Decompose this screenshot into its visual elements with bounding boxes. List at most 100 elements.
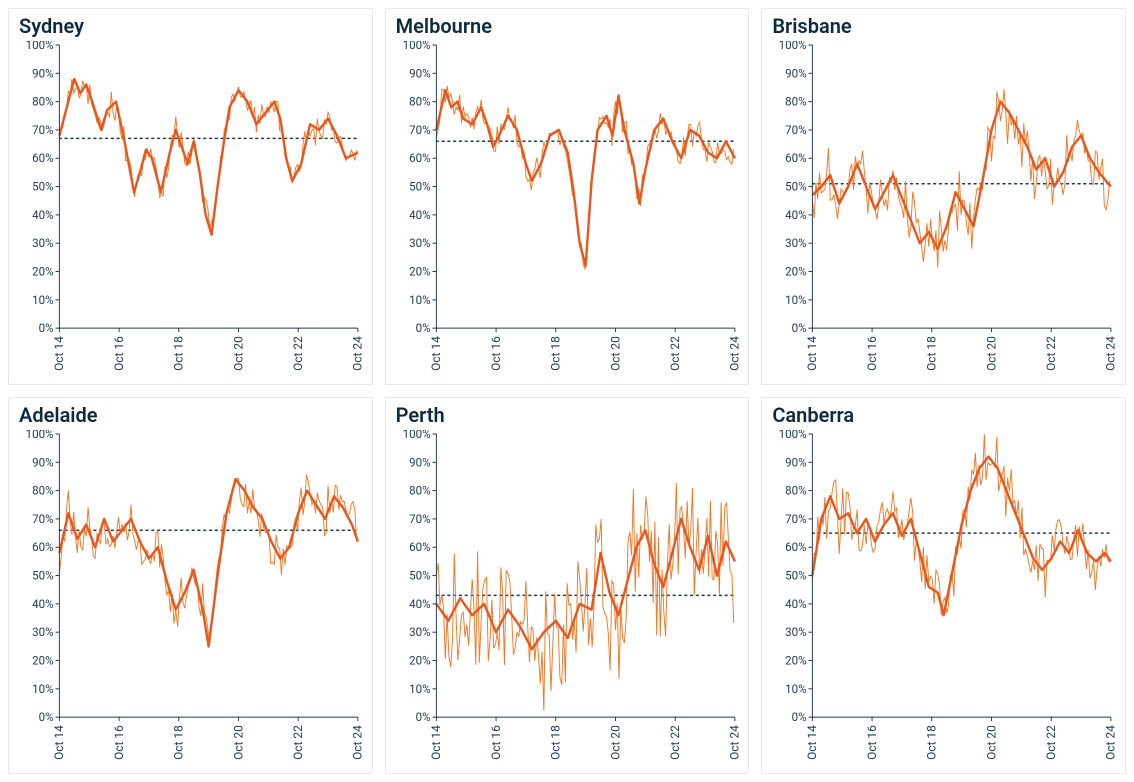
svg-text:70%: 70% xyxy=(32,512,54,526)
svg-text:40%: 40% xyxy=(785,208,807,222)
chart-melbourne: 0%10%20%30%40%50%60%70%80%90%100%Oct 14O… xyxy=(394,41,741,380)
svg-text:Oct 24: Oct 24 xyxy=(728,336,741,371)
svg-text:20%: 20% xyxy=(409,653,431,667)
svg-text:Oct 14: Oct 14 xyxy=(806,725,820,760)
svg-text:70%: 70% xyxy=(785,123,807,137)
chart-canberra: 0% 10% 20% 30% 40% 50% 60% 70% 80% 90% 100% Oct 14 O… xyxy=(770,430,1117,769)
svg-text:100%: 100% xyxy=(779,430,807,441)
panel-canberra: Canberra0%10%20%30%40%50%60%70%80%90%100… xyxy=(761,397,1126,774)
chart-svg: 0% 10% 20% 30% 40% 50% 60% 70% 80% 90% 100% Oct 14 O… xyxy=(394,430,741,769)
svg-text:Oct 22: Oct 22 xyxy=(291,725,305,760)
svg-text:Oct 20: Oct 20 xyxy=(608,725,622,760)
svg-text:40%: 40% xyxy=(409,208,431,222)
svg-text:Oct 20: Oct 20 xyxy=(985,336,999,371)
svg-text:Oct 24: Oct 24 xyxy=(1104,336,1117,371)
svg-text:90%: 90% xyxy=(409,66,431,80)
svg-text:80%: 80% xyxy=(409,483,431,497)
svg-text:Oct 24: Oct 24 xyxy=(728,725,741,760)
chart-grid: Sydney0%10%20%30%40%50%60%70%80%90%100%O… xyxy=(8,8,1126,774)
panel-brisbane: Brisbane0%10%20%30%40%50%60%70%80%90%100… xyxy=(761,8,1126,385)
svg-text:100%: 100% xyxy=(779,41,807,52)
svg-text:80%: 80% xyxy=(409,94,431,108)
svg-text:40%: 40% xyxy=(32,597,54,611)
svg-text:80%: 80% xyxy=(785,483,807,497)
svg-text:Oct 14: Oct 14 xyxy=(429,725,443,760)
svg-text:90%: 90% xyxy=(409,455,431,469)
svg-text:80%: 80% xyxy=(785,94,807,108)
svg-text:0%: 0% xyxy=(39,321,54,335)
svg-text:Oct 16: Oct 16 xyxy=(112,725,126,760)
svg-text:20%: 20% xyxy=(785,653,807,667)
chart-svg: 0% 10% 20% 30% 40% 50% 60% 70% 80% 90% 100% Oct 14 O… xyxy=(770,430,1117,769)
svg-text:60%: 60% xyxy=(409,540,431,554)
chart-svg: 0%10%20%30%40%50%60%70%80%90%100%Oct 14O… xyxy=(17,41,364,380)
panel-adelaide: Adelaide0%10%20%30%40%50%60%70%80%90%100… xyxy=(8,397,373,774)
panel-melbourne: Melbourne0%10%20%30%40%50%60%70%80%90%10… xyxy=(385,8,750,385)
svg-text:Oct 14: Oct 14 xyxy=(429,336,443,371)
svg-text:Oct 18: Oct 18 xyxy=(925,725,939,760)
panel-sydney: Sydney0%10%20%30%40%50%60%70%80%90%100%O… xyxy=(8,8,373,385)
panel-title: Melbourne xyxy=(396,15,741,37)
svg-text:50%: 50% xyxy=(785,179,807,193)
svg-text:70%: 70% xyxy=(785,512,807,526)
svg-text:Oct 16: Oct 16 xyxy=(112,336,126,371)
svg-text:70%: 70% xyxy=(32,123,54,137)
svg-text:Oct 20: Oct 20 xyxy=(232,725,246,760)
svg-text:50%: 50% xyxy=(409,179,431,193)
svg-text:30%: 30% xyxy=(409,236,431,250)
panel-title: Perth xyxy=(396,404,741,426)
svg-text:60%: 60% xyxy=(32,540,54,554)
svg-text:Oct 18: Oct 18 xyxy=(548,725,562,760)
svg-text:90%: 90% xyxy=(32,66,54,80)
panel-perth: Perth 0% 10% 20% 30% 40% 50% 60% 70% 80% 90% 100% Oc… xyxy=(385,397,750,774)
svg-text:50%: 50% xyxy=(32,179,54,193)
svg-text:70%: 70% xyxy=(409,512,431,526)
svg-text:30%: 30% xyxy=(32,236,54,250)
svg-text:40%: 40% xyxy=(409,597,431,611)
svg-text:Oct 14: Oct 14 xyxy=(52,725,66,760)
svg-text:50%: 50% xyxy=(409,568,431,582)
svg-text:50%: 50% xyxy=(32,568,54,582)
svg-text:Oct 18: Oct 18 xyxy=(172,725,186,760)
svg-text:30%: 30% xyxy=(409,625,431,639)
svg-text:10%: 10% xyxy=(785,682,807,696)
panel-title: Brisbane xyxy=(772,15,1117,37)
svg-text:40%: 40% xyxy=(32,208,54,222)
svg-text:100%: 100% xyxy=(402,430,430,441)
svg-text:Oct 22: Oct 22 xyxy=(668,336,682,371)
svg-text:30%: 30% xyxy=(32,625,54,639)
svg-text:10%: 10% xyxy=(785,293,807,307)
svg-text:90%: 90% xyxy=(785,455,807,469)
svg-text:Oct 22: Oct 22 xyxy=(668,725,682,760)
svg-text:Oct 20: Oct 20 xyxy=(608,336,622,371)
svg-text:20%: 20% xyxy=(409,264,431,278)
chart-brisbane: 0%10%20%30%40%50%60%70%80%90%100%Oct 14O… xyxy=(770,41,1117,380)
chart-sydney: 0%10%20%30%40%50%60%70%80%90%100%Oct 14O… xyxy=(17,41,364,380)
svg-text:40%: 40% xyxy=(785,597,807,611)
panel-title: Adelaide xyxy=(19,404,364,426)
svg-text:20%: 20% xyxy=(785,264,807,278)
svg-text:Oct 22: Oct 22 xyxy=(1045,725,1059,760)
svg-text:90%: 90% xyxy=(785,66,807,80)
svg-text:90%: 90% xyxy=(32,455,54,469)
svg-text:Oct 22: Oct 22 xyxy=(1045,336,1059,371)
svg-text:30%: 30% xyxy=(785,236,807,250)
chart-svg: 0%10%20%30%40%50%60%70%80%90%100%Oct 14O… xyxy=(770,41,1117,380)
svg-text:0%: 0% xyxy=(792,710,807,724)
svg-text:100%: 100% xyxy=(26,430,54,441)
svg-text:Oct 20: Oct 20 xyxy=(985,725,999,760)
svg-text:Oct 24: Oct 24 xyxy=(351,336,364,371)
svg-text:50%: 50% xyxy=(785,568,807,582)
svg-text:100%: 100% xyxy=(402,41,430,52)
svg-text:60%: 60% xyxy=(785,540,807,554)
svg-text:60%: 60% xyxy=(32,151,54,165)
chart-perth: 0% 10% 20% 30% 40% 50% 60% 70% 80% 90% 100% Oct 14 O… xyxy=(394,430,741,769)
svg-text:30%: 30% xyxy=(785,625,807,639)
svg-text:80%: 80% xyxy=(32,94,54,108)
svg-text:Oct 16: Oct 16 xyxy=(489,725,503,760)
svg-text:Oct 14: Oct 14 xyxy=(52,336,66,371)
svg-text:10%: 10% xyxy=(409,682,431,696)
svg-text:60%: 60% xyxy=(409,151,431,165)
chart-svg: 0%10%20%30%40%50%60%70%80%90%100%Oct 14O… xyxy=(394,41,741,380)
svg-text:0%: 0% xyxy=(415,710,430,724)
